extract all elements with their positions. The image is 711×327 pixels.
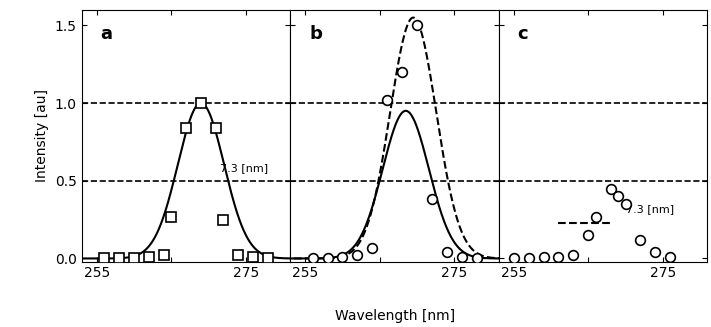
Text: Wavelength [nm]: Wavelength [nm] (335, 309, 454, 323)
Text: a: a (100, 25, 112, 43)
Text: 7.3 [nm]: 7.3 [nm] (220, 164, 267, 173)
Y-axis label: Intensity [au]: Intensity [au] (36, 89, 49, 182)
Text: b: b (309, 25, 322, 43)
Text: 7.3 [nm]: 7.3 [nm] (626, 204, 673, 214)
Text: c: c (518, 25, 528, 43)
